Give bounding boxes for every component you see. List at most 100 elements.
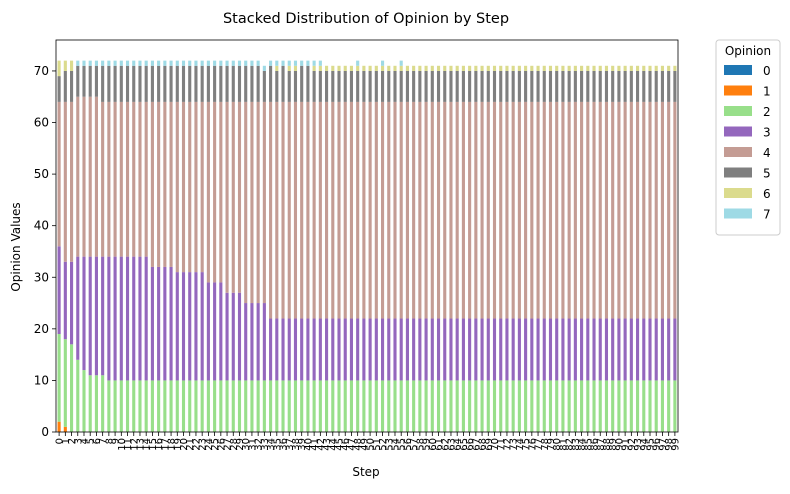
bar-segment-opinion-4: [443, 101, 447, 319]
bar-segment-opinion-6: [368, 65, 372, 71]
bar-segment-opinion-5: [244, 65, 248, 102]
bar-segment-opinion-2: [337, 380, 341, 432]
bar-segment-opinion-3: [611, 318, 615, 381]
bar-segment-opinion-5: [430, 70, 434, 102]
bar-segment-opinion-4: [325, 101, 329, 319]
bar-segment-opinion-3: [480, 318, 484, 381]
bar-segment-opinion-2: [113, 380, 117, 432]
legend-swatch-0: [724, 65, 752, 75]
x-tick-label: 21: [185, 438, 196, 451]
bar-segment-opinion-2: [88, 375, 92, 432]
bar-segment-opinion-3: [144, 256, 148, 381]
bar-segment-opinion-5: [561, 70, 565, 102]
bar-segment-opinion-5: [511, 70, 515, 102]
bar-segment-opinion-3: [356, 318, 360, 381]
bar-segment-opinion-2: [76, 359, 80, 432]
bar-segment-opinion-5: [524, 70, 528, 102]
bar-segment-opinion-6: [63, 60, 67, 71]
bar-segment-opinion-5: [76, 65, 80, 97]
bar-segment-opinion-3: [648, 318, 652, 381]
bar-segment-opinion-3: [511, 318, 515, 381]
bar-segment-opinion-5: [654, 70, 658, 102]
bar-segment-opinion-5: [617, 70, 621, 102]
bar-segment-opinion-4: [57, 101, 61, 247]
bar-segment-opinion-6: [57, 60, 61, 77]
bar-segment-opinion-4: [144, 101, 148, 257]
x-tick-label: 7: [98, 438, 109, 444]
bar-segment-opinion-4: [629, 101, 633, 319]
bar-segment-opinion-5: [113, 65, 117, 102]
bar-segment-opinion-5: [213, 65, 217, 102]
x-tick-label: 27: [223, 438, 234, 451]
legend-label-0: 0: [763, 64, 771, 78]
bar-segment-opinion-5: [144, 65, 148, 102]
x-tick-label: 51: [372, 438, 383, 451]
bar-segment-opinion-3: [598, 318, 602, 381]
bar-segment-opinion-4: [592, 101, 596, 319]
bar-segment-opinion-2: [163, 380, 167, 432]
bar-segment-opinion-3: [468, 318, 472, 381]
bar-segment-opinion-2: [349, 380, 353, 432]
bar-segment-opinion-4: [667, 101, 671, 319]
bar-segment-opinion-5: [567, 70, 571, 102]
bar-segment-opinion-7: [269, 60, 273, 66]
x-tick-label: 26: [216, 438, 227, 451]
x-tick-label: 83: [571, 438, 582, 451]
x-tick-label: 15: [148, 438, 159, 451]
x-tick-label: 87: [596, 438, 607, 451]
x-tick-label: 85: [583, 438, 594, 451]
bar-segment-opinion-5: [269, 65, 273, 102]
bar-segment-opinion-4: [604, 101, 609, 319]
bar-segment-opinion-2: [604, 380, 609, 432]
bar-segment-opinion-3: [244, 303, 248, 381]
bar-segment-opinion-4: [306, 101, 310, 319]
bar-segment-opinion-5: [119, 65, 123, 102]
x-tick-label: 61: [434, 438, 445, 451]
bar-segment-opinion-5: [250, 65, 254, 102]
x-tick-label: 95: [646, 438, 657, 451]
bar-segment-opinion-5: [381, 70, 385, 102]
bar-segment-opinion-3: [667, 318, 671, 381]
bar-segment-opinion-3: [443, 318, 447, 381]
bar-segment-opinion-2: [306, 380, 310, 432]
bar-segment-opinion-7: [300, 60, 304, 66]
bar-segment-opinion-6: [461, 65, 465, 71]
bar-segment-opinion-4: [642, 101, 646, 319]
bar-segment-opinion-4: [499, 101, 503, 319]
bar-segment-opinion-5: [449, 70, 453, 102]
bar-segment-opinion-4: [673, 101, 677, 319]
bar-segment-opinion-2: [200, 380, 204, 432]
bar-segment-opinion-2: [188, 380, 192, 432]
bar-segment-opinion-7: [275, 60, 279, 66]
bar-segment-opinion-5: [231, 65, 235, 102]
bar-segment-opinion-6: [412, 65, 416, 71]
bar-segment-opinion-3: [107, 256, 111, 381]
x-tick-label: 6: [92, 438, 103, 444]
bar-segment-opinion-4: [524, 101, 528, 319]
y-tick-label: 40: [34, 219, 49, 233]
bar-segment-opinion-4: [250, 101, 254, 304]
bar-segment-opinion-5: [101, 65, 105, 102]
bar-segment-opinion-6: [430, 65, 434, 71]
bar-segment-opinion-4: [206, 101, 210, 283]
x-tick-label: 50: [366, 438, 377, 451]
bar-segment-opinion-5: [368, 70, 372, 102]
bar-segment-opinion-6: [636, 65, 640, 71]
bar-segment-opinion-2: [598, 380, 602, 432]
bar-segment-opinion-4: [349, 101, 353, 319]
bar-segment-opinion-2: [654, 380, 658, 432]
bar-segment-opinion-7: [169, 60, 173, 66]
bar-segment-opinion-4: [536, 101, 540, 319]
bar-segment-opinion-6: [648, 65, 652, 71]
bar-segment-opinion-4: [175, 101, 179, 273]
bar-segment-opinion-3: [573, 318, 577, 381]
bar-segment-opinion-5: [480, 70, 484, 102]
bar-segment-opinion-2: [57, 334, 61, 422]
bar-segment-opinion-5: [157, 65, 161, 102]
x-tick-label: 40: [303, 438, 314, 451]
bar-segment-opinion-5: [275, 70, 279, 102]
bar-segment-opinion-4: [468, 101, 472, 319]
x-tick-label: 63: [446, 438, 457, 451]
bar-segment-opinion-2: [461, 380, 465, 432]
bar-segment-opinion-2: [492, 380, 497, 432]
